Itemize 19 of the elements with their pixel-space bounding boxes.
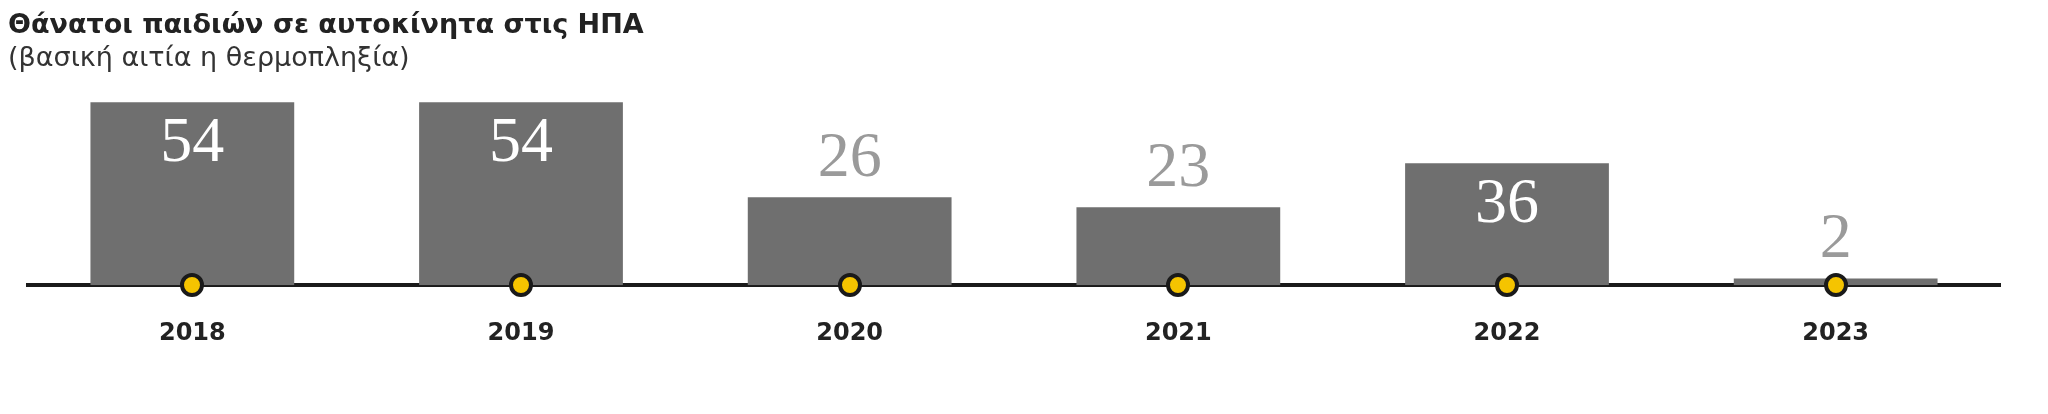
x-tick-label: 2018 [158,317,226,346]
data-label: 54 [489,104,553,176]
x-tick-label: 2023 [1802,317,1870,346]
bar [747,197,952,286]
data-label: 26 [817,118,882,190]
data-label: 36 [1475,165,1539,237]
chart-subtitle: (βασική αιτία η θερμοπληξία) [8,41,411,72]
data-label: 2 [1819,200,1852,272]
bar [90,102,295,286]
bar [1405,163,1609,286]
bar [419,102,623,286]
x-tick-label: 2021 [1144,317,1212,346]
data-label: 54 [160,104,225,176]
chart-title: Θάνατοι παιδιών σε αυτοκίνητα στις ΗΠΑ [8,8,645,39]
bar [1076,207,1281,286]
data-label: 23 [1146,129,1211,201]
x-tick-label: 2022 [1473,317,1541,346]
x-tick-label: 2019 [487,317,555,346]
x-tick-label: 2020 [816,317,884,346]
